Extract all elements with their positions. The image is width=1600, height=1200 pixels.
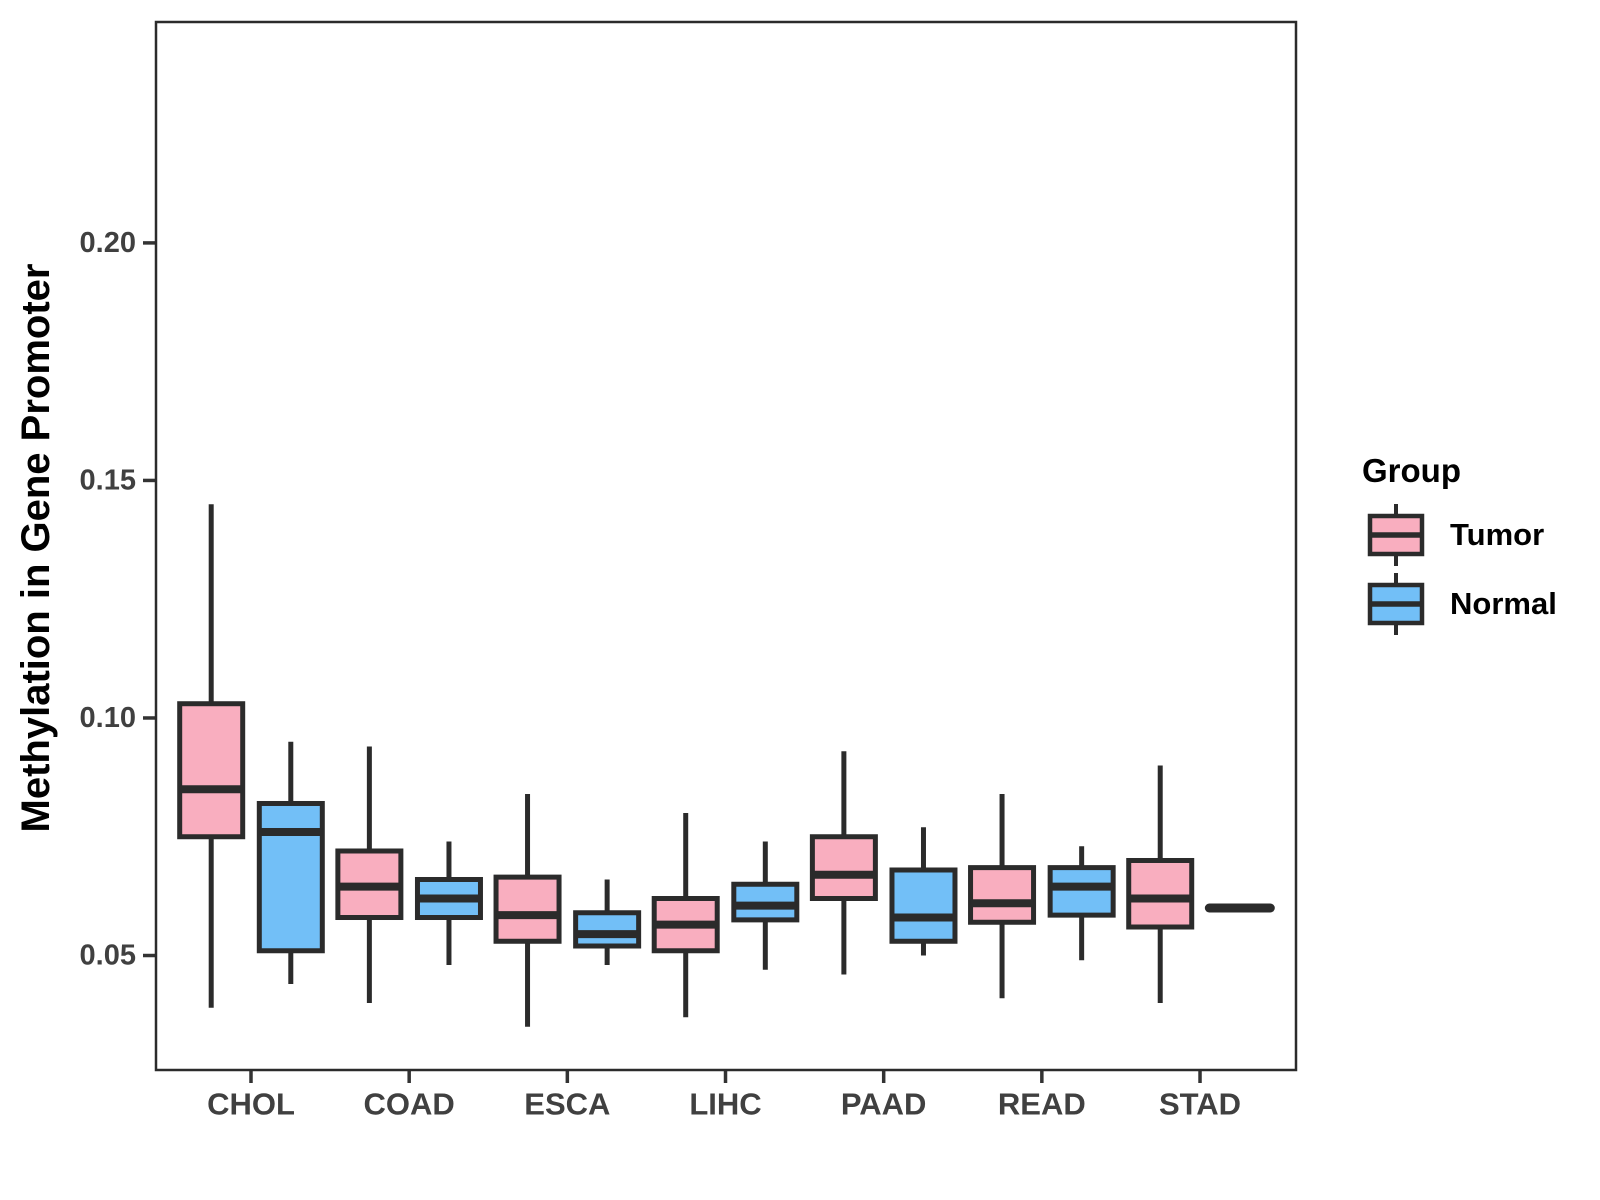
panel-border bbox=[154, 20, 1298, 1072]
legend-items: Tumor Normal bbox=[1367, 502, 1557, 637]
legend-key-boxplot-icon bbox=[1367, 504, 1425, 566]
y-tick-label-0.10: 0.10 bbox=[80, 702, 136, 734]
box-ESCA-tumor bbox=[493, 874, 562, 944]
box-CHOL-normal bbox=[256, 800, 325, 954]
y-tick-label-0.20: 0.20 bbox=[80, 227, 136, 259]
box-READ-normal bbox=[1047, 865, 1116, 918]
legend: Group Tumor Normal bbox=[1362, 452, 1557, 635]
x-tick-label-ESCA: ESCA bbox=[524, 1087, 610, 1122]
x-tick-label-STAD: STAD bbox=[1159, 1087, 1241, 1122]
box-PAAD-normal bbox=[889, 867, 958, 944]
box-CHOL-tumor bbox=[177, 701, 246, 840]
box-ESCA-normal bbox=[573, 910, 642, 949]
box-PAAD-tumor bbox=[809, 834, 878, 902]
y-tick-label-0.05: 0.05 bbox=[80, 940, 136, 972]
y-tick-label-0.15: 0.15 bbox=[80, 464, 136, 496]
legend-title: Group bbox=[1362, 452, 1461, 489]
legend-item-tumor: Tumor bbox=[1367, 502, 1557, 568]
legend-label: Tumor bbox=[1450, 517, 1545, 552]
x-tick-label-PAAD: PAAD bbox=[841, 1087, 927, 1122]
legend-label: Normal bbox=[1450, 586, 1557, 621]
x-tick-label-LIHC: LIHC bbox=[689, 1087, 761, 1122]
box-READ-tumor bbox=[968, 865, 1037, 925]
legend-item-normal: Normal bbox=[1367, 571, 1557, 637]
x-tick-label-CHOL: CHOL bbox=[207, 1087, 295, 1122]
x-tick-label-COAD: COAD bbox=[364, 1087, 455, 1122]
legend-key-boxplot-icon bbox=[1367, 573, 1425, 635]
box-STAD-tumor bbox=[1126, 857, 1195, 930]
x-tick-label-READ: READ bbox=[998, 1087, 1086, 1122]
